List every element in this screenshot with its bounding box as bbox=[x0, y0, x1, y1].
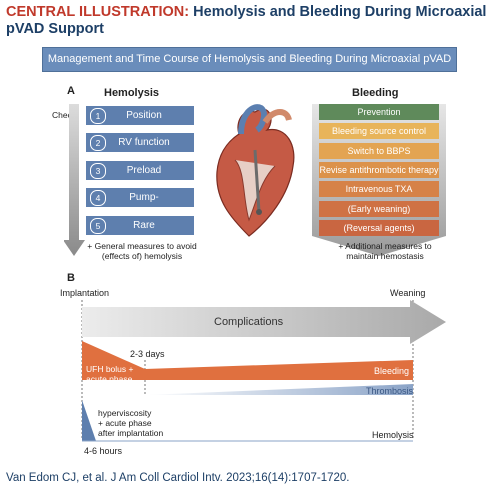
hyper-label: hyperviscosity + acute phase after impla… bbox=[98, 408, 163, 438]
bleeding-step: Prevention bbox=[319, 104, 439, 120]
hemolysis-step: 5 Rare causes bbox=[86, 216, 194, 250]
hemolysis-step: 1 Position bbox=[86, 106, 194, 125]
complications-label: Complications bbox=[214, 316, 284, 328]
bleeding-header: Bleeding bbox=[352, 87, 399, 99]
days-label: 2-3 days bbox=[130, 349, 165, 359]
step-label: RV function bbox=[118, 137, 170, 148]
step-number: 5 bbox=[90, 218, 106, 234]
bleeding-curve-label: Bleeding bbox=[374, 366, 410, 376]
thrombosis-label: Thrombosis bbox=[366, 386, 414, 396]
hemolysis-note-line-2: (effects of) hemolysis bbox=[101, 251, 183, 261]
heart-illustration bbox=[216, 104, 295, 237]
hyper-line-1: hyperviscosity bbox=[98, 408, 152, 418]
hemolysis-header: Hemolysis bbox=[104, 87, 160, 99]
step-number: 3 bbox=[90, 163, 106, 179]
bleeding-step: Revise antithrombotic therapy bbox=[319, 161, 439, 178]
hemolysis-note-line-1: + General measures to avoid bbox=[87, 241, 197, 251]
check-arrow bbox=[64, 104, 85, 256]
timeline-graphic bbox=[81, 300, 446, 442]
bleeding-step: (Early weaning) bbox=[319, 200, 439, 217]
ufh-line-1: UFH bolus + bbox=[86, 364, 134, 374]
panel-header: Management and Time Course of Hemolysis … bbox=[42, 47, 457, 88]
step-number: 4 bbox=[90, 190, 106, 206]
title-text: Hemolysis and Bleeding During Microaxial… bbox=[6, 4, 487, 37]
bleeding-note: + Additional measures to maintain hemost… bbox=[320, 241, 450, 261]
step-label: Position bbox=[126, 110, 162, 121]
hemolysis-curve-label: Hemolysis bbox=[372, 430, 414, 440]
hemolysis-step: 3 Preload bbox=[86, 161, 194, 180]
step-number: 1 bbox=[90, 108, 106, 124]
bleeding-step: Switch to BBPS bbox=[319, 142, 439, 159]
implantation-label: Implantation bbox=[60, 288, 110, 298]
bleeding-step: (Reversal agents) bbox=[319, 219, 439, 236]
hemolysis-note: + General measures to avoid (effects of)… bbox=[72, 241, 212, 261]
step-label: Rare causes bbox=[128, 220, 160, 250]
bleeding-step: Bleeding source control bbox=[319, 123, 439, 140]
bleeding-step: Intravenous TXA bbox=[319, 181, 439, 198]
title-tag: CENTRAL ILLUSTRATION: bbox=[6, 4, 190, 20]
ufh-label: UFH bolus + acute phase bbox=[86, 364, 133, 384]
hours-label: 4-6 hours bbox=[84, 446, 123, 456]
weaning-label: Weaning bbox=[390, 288, 426, 298]
check-label: Check bbox=[52, 110, 77, 120]
bleeding-arrow bbox=[312, 104, 446, 256]
step-label: Preload bbox=[126, 165, 162, 176]
figure-title: CENTRAL ILLUSTRATION: Hemolysis and Blee… bbox=[6, 4, 496, 38]
bleeding-note-line-1: + Additional measures to bbox=[338, 241, 432, 251]
bleeding-note-line-2: maintain hemostasis bbox=[346, 251, 424, 261]
section-b-label: B bbox=[67, 272, 75, 284]
section-a-label: A bbox=[67, 85, 75, 97]
ufh-line-2: acute phase bbox=[86, 374, 133, 384]
hyper-line-2: + acute phase bbox=[98, 418, 152, 428]
step-number: 2 bbox=[90, 135, 106, 151]
hemolysis-step: 2 RV function bbox=[86, 133, 194, 152]
hyper-line-3: after implantation bbox=[98, 428, 164, 438]
citation: Van Edom CJ, et al. J Am Coll Cardiol In… bbox=[6, 472, 350, 484]
